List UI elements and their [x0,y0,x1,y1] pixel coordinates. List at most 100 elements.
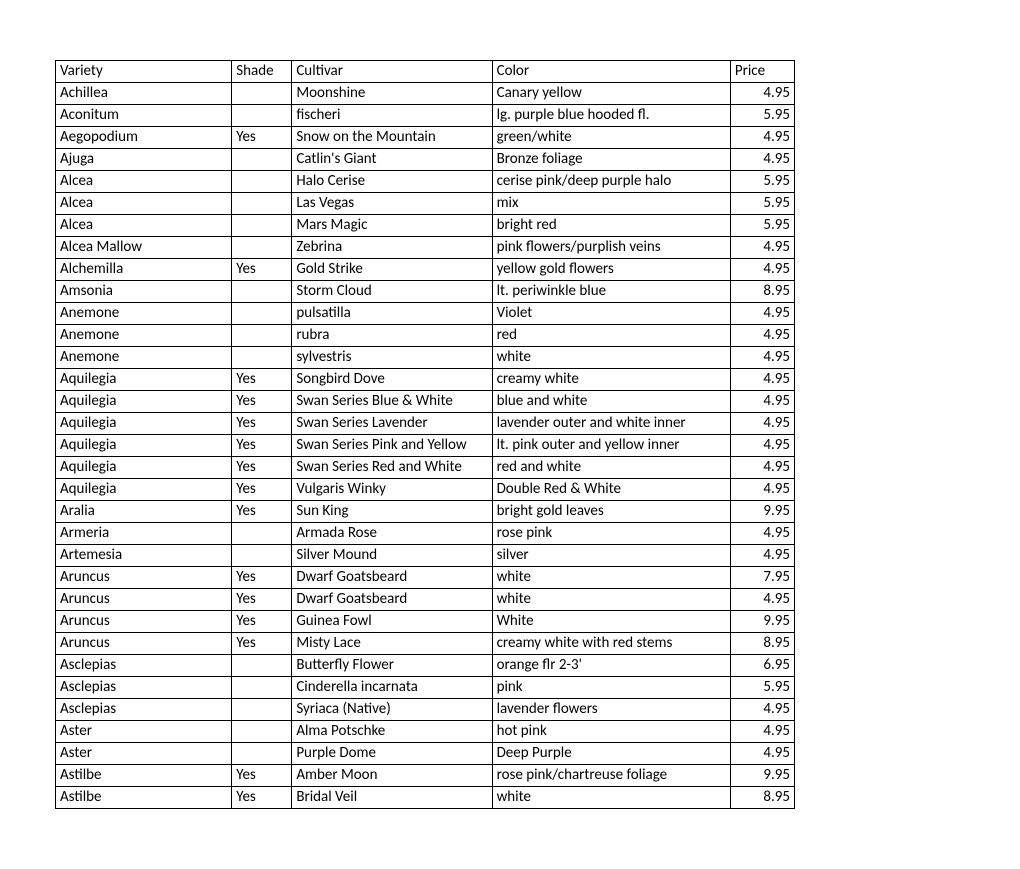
cell [232,303,292,325]
cell: 8.95 [730,281,794,303]
table-row: AquilegiaYesSongbird Dovecreamy white4.9… [56,369,795,391]
cell: Alcea [56,171,232,193]
cell: Astilbe [56,787,232,809]
cell: Purple Dome [292,743,492,765]
cell: 4.95 [730,127,794,149]
cell: Dwarf Goatsbeard [292,589,492,611]
cell [232,237,292,259]
cell: bright red [492,215,730,237]
cell: lt. periwinkle blue [492,281,730,303]
table-row: AsterPurple DomeDeep Purple4.95 [56,743,795,765]
cell: Ajuga [56,149,232,171]
cell: creamy white [492,369,730,391]
cell: 6.95 [730,655,794,677]
cell: Anemone [56,347,232,369]
cell: Vulgaris Winky [292,479,492,501]
cell: Storm Cloud [292,281,492,303]
cell: Aquilegia [56,435,232,457]
cell: Yes [232,567,292,589]
table-row: AquilegiaYesVulgaris WinkyDouble Red & W… [56,479,795,501]
cell: rose pink/chartreuse foliage [492,765,730,787]
cell: lg. purple blue hooded fl. [492,105,730,127]
cell: 4.95 [730,743,794,765]
cell: 4.95 [730,699,794,721]
cell: Bridal Veil [292,787,492,809]
cell: mix [492,193,730,215]
cell: Aruncus [56,589,232,611]
cell: 4.95 [730,435,794,457]
cell: 7.95 [730,567,794,589]
cell: white [492,567,730,589]
cell: Halo Cerise [292,171,492,193]
cell: Aquilegia [56,369,232,391]
cell: Yes [232,127,292,149]
cell: sylvestris [292,347,492,369]
cell: red and white [492,457,730,479]
cell: Asclepias [56,655,232,677]
cell: 4.95 [730,347,794,369]
table-row: AruncusYesMisty Lacecreamy white with re… [56,633,795,655]
table-row: AquilegiaYesSwan Series Blue & Whiteblue… [56,391,795,413]
cell: Artemesia [56,545,232,567]
cell: fischeri [292,105,492,127]
cell: 4.95 [730,259,794,281]
cell: Gold Strike [292,259,492,281]
cell: Alma Potschke [292,721,492,743]
cell: 9.95 [730,501,794,523]
cell: Aruncus [56,633,232,655]
cell: Silver Mound [292,545,492,567]
table-row: AchilleaMoonshineCanary yellow4.95 [56,83,795,105]
cell: Aruncus [56,567,232,589]
cell: 5.95 [730,677,794,699]
cell: 9.95 [730,765,794,787]
cell: creamy white with red stems [492,633,730,655]
cell: white [492,347,730,369]
cell: 4.95 [730,589,794,611]
cell: rubra [292,325,492,347]
cell: Armada Rose [292,523,492,545]
cell: Yes [232,259,292,281]
cell: Aralia [56,501,232,523]
cell: White [492,611,730,633]
cell: Yes [232,765,292,787]
cell [232,699,292,721]
cell: pulsatilla [292,303,492,325]
cell: Dwarf Goatsbeard [292,567,492,589]
cell: Alcea Mallow [56,237,232,259]
table-row: Alcea MallowZebrinapink flowers/purplish… [56,237,795,259]
cell: Aconitum [56,105,232,127]
cell: Achillea [56,83,232,105]
cell: 5.95 [730,105,794,127]
cell: Yes [232,501,292,523]
cell: 5.95 [730,193,794,215]
cell [232,347,292,369]
col-header-variety: Variety [56,61,232,83]
table-row: AsclepiasSyriaca (Native)lavender flower… [56,699,795,721]
cell: 5.95 [730,171,794,193]
cell: Yes [232,479,292,501]
cell [232,523,292,545]
cell: Snow on the Mountain [292,127,492,149]
cell [232,83,292,105]
cell: Aquilegia [56,413,232,435]
cell: bright gold leaves [492,501,730,523]
cell [232,743,292,765]
cell: red [492,325,730,347]
cell: Yes [232,369,292,391]
cell: Moonshine [292,83,492,105]
cell: Yes [232,787,292,809]
table-row: AraliaYesSun Kingbright gold leaves9.95 [56,501,795,523]
table-row: AquilegiaYesSwan Series Red and Whitered… [56,457,795,479]
cell: Swan Series Pink and Yellow [292,435,492,457]
cell: Astilbe [56,765,232,787]
table-row: AstilbeYesAmber Moonrose pink/chartreuse… [56,765,795,787]
cell: 8.95 [730,787,794,809]
cell: Songbird Dove [292,369,492,391]
cell: Alcea [56,193,232,215]
cell: pink [492,677,730,699]
cell [232,677,292,699]
cell: 4.95 [730,413,794,435]
table-row: AsterAlma Potschkehot pink4.95 [56,721,795,743]
cell: 4.95 [730,149,794,171]
cell: 5.95 [730,215,794,237]
